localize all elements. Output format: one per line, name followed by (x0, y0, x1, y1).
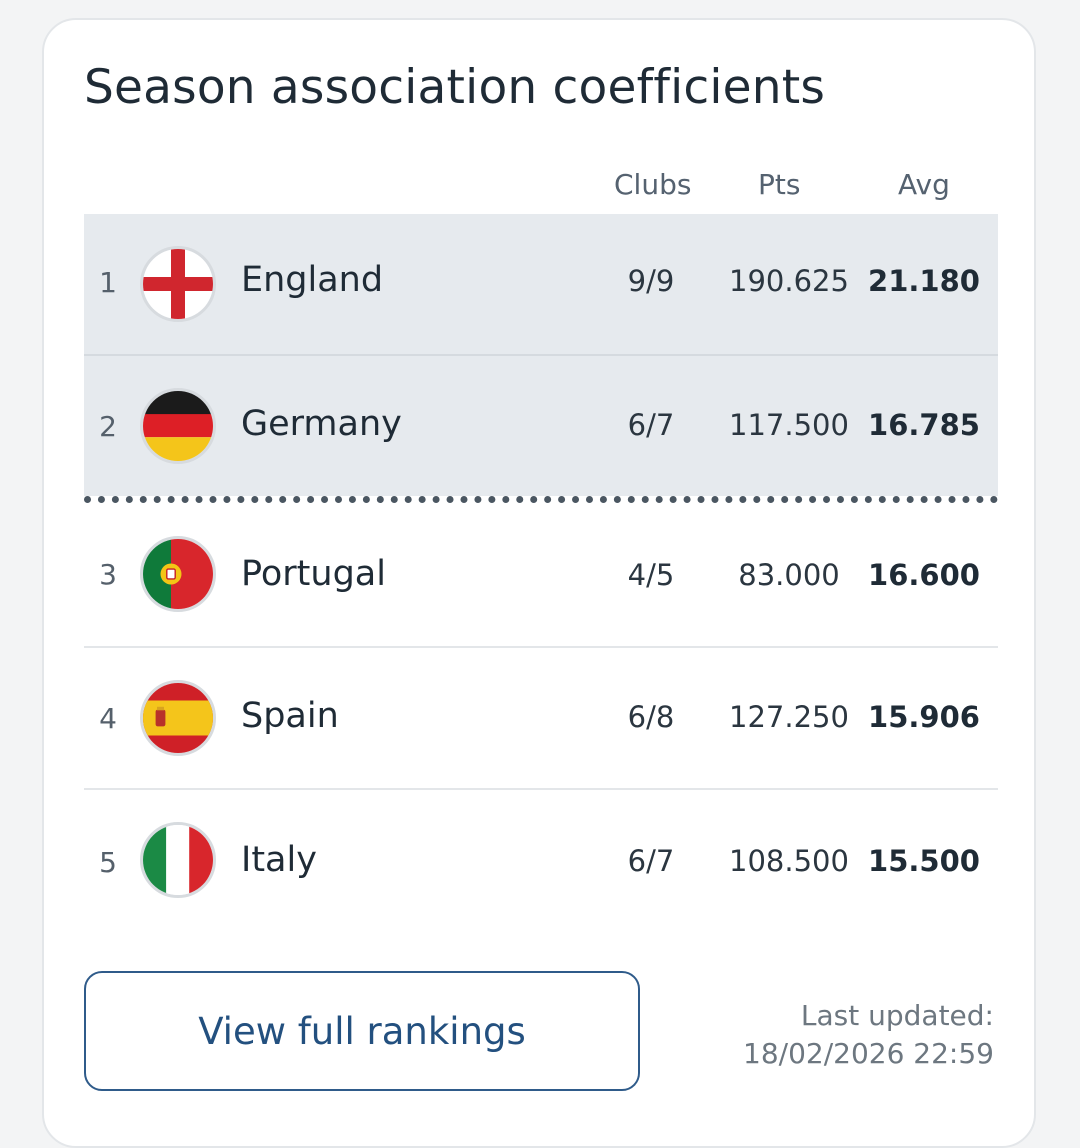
rank-number: 1 (99, 266, 117, 299)
table-row[interactable]: 5 Italy 6/7 108.500 15.500 (84, 790, 998, 930)
last-updated-label: Last updated: (800, 999, 994, 1032)
average-value: 21.180 (868, 264, 980, 298)
clubs-value: 6/7 (627, 408, 675, 442)
row-divider (84, 354, 998, 356)
table-row[interactable]: 2 Germany 6/7 117.500 16.785 (84, 356, 998, 496)
last-updated-time: 18/02/2026 22:59 (743, 1037, 994, 1070)
coefficients-card: Season association coefficients Clubs Pt… (42, 18, 1036, 1148)
country-name: England (241, 260, 384, 300)
country-name: Germany (241, 404, 402, 444)
points-value: 108.500 (729, 844, 849, 878)
england-flag-icon (140, 246, 216, 322)
rank-number: 4 (99, 702, 117, 735)
clubs-value: 6/7 (627, 844, 675, 878)
row-divider (84, 646, 998, 648)
points-value: 190.625 (729, 264, 849, 298)
view-full-rankings-button[interactable]: View full rankings (84, 971, 640, 1091)
country-name: Spain (241, 696, 339, 736)
qualification-cutoff-line (84, 496, 998, 503)
table-row[interactable]: 1 England 9/9 190.625 21.180 (84, 214, 998, 354)
average-value: 16.600 (868, 558, 980, 592)
rank-number: 2 (99, 410, 117, 443)
points-value: 83.000 (738, 558, 840, 592)
rank-number: 3 (99, 558, 117, 591)
header-avg: Avg (898, 168, 950, 201)
points-value: 117.500 (729, 408, 849, 442)
header-clubs: Clubs (614, 168, 692, 201)
points-value: 127.250 (729, 700, 849, 734)
country-name: Portugal (241, 554, 386, 594)
country-name: Italy (241, 840, 317, 880)
row-divider (84, 788, 998, 790)
average-value: 15.500 (868, 844, 980, 878)
table-row[interactable]: 3 Portugal 4/5 83.000 16.600 (84, 506, 998, 646)
card-title: Season association coefficients (84, 60, 826, 115)
last-updated: Last updated: 18/02/2026 22:59 (743, 997, 994, 1073)
header-pts: Pts (758, 168, 801, 201)
clubs-value: 9/9 (627, 264, 675, 298)
germany-flag-icon (140, 388, 216, 464)
rank-number: 5 (99, 846, 117, 879)
clubs-value: 6/8 (627, 700, 675, 734)
table-row[interactable]: 4 Spain 6/8 127.250 15.906 (84, 648, 998, 788)
average-value: 16.785 (868, 408, 980, 442)
clubs-value: 4/5 (627, 558, 675, 592)
spain-flag-icon (140, 680, 216, 756)
average-value: 15.906 (868, 700, 980, 734)
italy-flag-icon (140, 822, 216, 898)
portugal-flag-icon (140, 536, 216, 612)
